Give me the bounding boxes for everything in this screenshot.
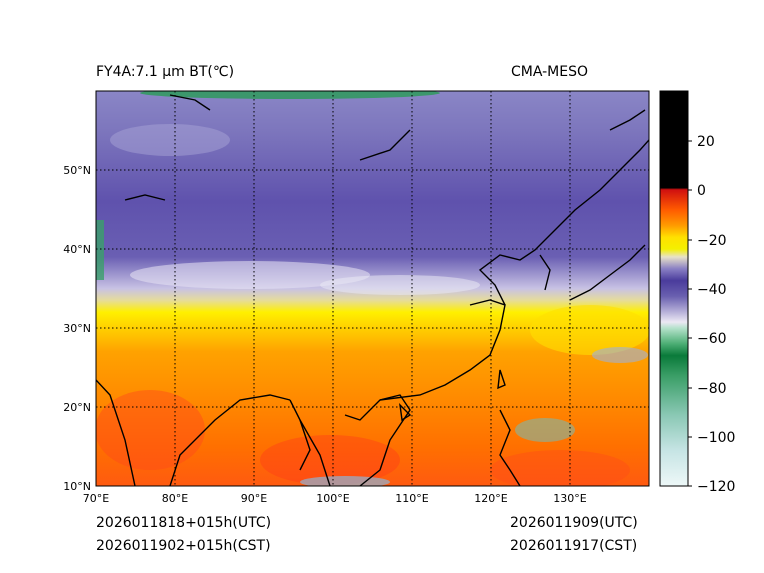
valid-time-utc: 2026011909(UTC) [510,515,638,531]
colorbar-label: −80 [697,381,727,397]
lon-label: 100°E [316,492,349,505]
lon-label: 130°E [553,492,586,505]
coast-korea [539,254,551,291]
colorbar-label: −100 [697,430,735,446]
warm-patch-2 [260,435,400,485]
warm-patch-3 [490,450,630,486]
lon-labels: 70°E 80°E 90°E 100°E 110°E 120°E 130°E [83,492,587,505]
coast-india-east [169,394,291,486]
coast-philippines [499,409,521,486]
coast-sakhalin [609,109,646,131]
cloud-streak-3 [110,124,230,156]
lat-label: 40°N [63,243,91,256]
lon-label: 90°E [241,492,267,505]
coastlines [96,94,649,486]
cold-patch-south [300,476,390,486]
coast-hainan [399,403,412,422]
cloud-streak-2 [320,275,480,295]
colorbar-label: −120 [697,479,735,495]
cold-cloud-left [96,220,104,280]
map-panel [96,91,649,486]
lat-label: 20°N [63,401,91,414]
cold-patch-east [592,347,648,363]
title-left: FY4A:7.1 µm BT(℃) [96,64,234,80]
coast-china-south [379,299,506,401]
coast-bay-bengal [299,419,311,471]
valid-time-cst: 2026011917(CST) [510,538,637,554]
coast-japan [569,244,646,301]
title-right: CMA-MESO [511,64,588,80]
coast-lake-1 [124,194,166,201]
lon-label: 80°E [162,492,188,505]
coast-indochina [344,394,411,486]
coast-taiwan [497,369,506,390]
map-frame [95,90,650,487]
warm-patch-1 [96,390,205,470]
colorbar [659,90,689,487]
lat-labels: 10°N 20°N 30°N 40°N 50°N [63,164,91,493]
colorbar-label: −60 [697,331,727,347]
cold-patch-philippines [515,418,575,442]
colorbar-labels: 20 0 −20 −40 −60 −80 −100 −120 [697,134,735,495]
colorbar-label: 0 [697,183,706,199]
cold-cloud-band-top [140,91,440,99]
init-time-utc: 2026011818+015h(UTC) [96,515,271,531]
coast-india-west [96,379,136,486]
graticule [96,91,649,486]
coast-lake-baikal [359,129,411,161]
lon-label: 70°E [83,492,109,505]
colorbar-ticks [688,140,692,487]
colorbar-label: −20 [697,233,727,249]
cloud-streak-1 [130,261,370,289]
warm-patch-sea [530,305,649,355]
lon-label: 110°E [395,492,428,505]
lat-label: 30°N [63,322,91,335]
coast-north-1 [169,94,211,111]
coast-myanmar [289,399,331,486]
lon-label: 120°E [474,492,507,505]
coast-china-north [478,139,649,306]
lat-label: 10°N [63,480,91,493]
init-time-cst: 2026011902+015h(CST) [96,538,271,554]
lat-label: 50°N [63,164,91,177]
colorbar-label: 20 [697,134,715,150]
colorbar-label: −40 [697,282,727,298]
